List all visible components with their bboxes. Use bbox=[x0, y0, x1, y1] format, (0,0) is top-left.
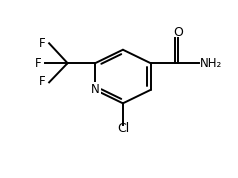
Text: O: O bbox=[173, 26, 183, 39]
Text: F: F bbox=[35, 57, 42, 70]
Text: Cl: Cl bbox=[117, 122, 129, 135]
Text: F: F bbox=[39, 38, 46, 51]
Text: N: N bbox=[91, 83, 100, 96]
Text: NH₂: NH₂ bbox=[200, 57, 223, 70]
Text: F: F bbox=[39, 75, 46, 88]
